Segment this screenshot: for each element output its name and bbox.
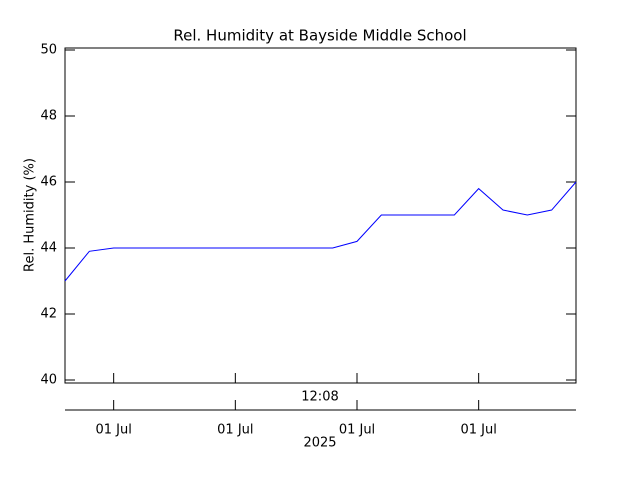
y-tick-label: 48: [40, 109, 57, 124]
y-axis-label: Rel. Humidity (%): [23, 158, 38, 272]
data-line: [64, 181, 577, 282]
x-tick-label: 01 Jul: [217, 423, 253, 438]
x-axis-label: 2025: [303, 436, 336, 451]
y-tick-label: 44: [40, 241, 57, 256]
x-tick-label: 01 Jul: [95, 423, 131, 438]
y-tick-label: 46: [40, 175, 57, 190]
y-tick-label: 42: [40, 307, 57, 322]
y-tick-label: 50: [40, 43, 57, 58]
plot-frame: [64, 47, 577, 384]
x-tick-label: 01 Jul: [339, 423, 375, 438]
x-tick-label: 01 Jul: [460, 423, 496, 438]
y-tick-label: 40: [40, 373, 57, 388]
chart-title: Rel. Humidity at Bayside Middle School: [173, 27, 466, 45]
x-top-label: 12:08: [301, 390, 338, 405]
